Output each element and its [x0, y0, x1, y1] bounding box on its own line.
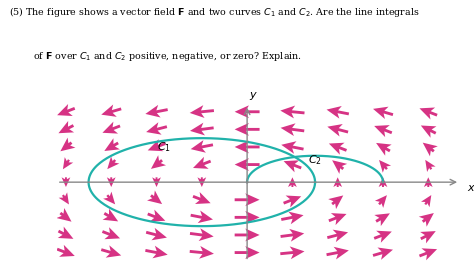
Text: $C_1$: $C_1$ [156, 140, 171, 154]
Text: $y$: $y$ [249, 90, 258, 102]
Text: $x$: $x$ [467, 183, 474, 193]
Text: $C_2$: $C_2$ [308, 153, 322, 167]
Text: (5) The figure shows a vector field $\mathbf{F}$ and two curves $C_1$ and $C_2$.: (5) The figure shows a vector field $\ma… [9, 5, 420, 19]
Text: of $\mathbf{F}$ over $C_1$ and $C_2$ positive, negative, or zero? Explain.: of $\mathbf{F}$ over $C_1$ and $C_2$ pos… [9, 50, 302, 63]
